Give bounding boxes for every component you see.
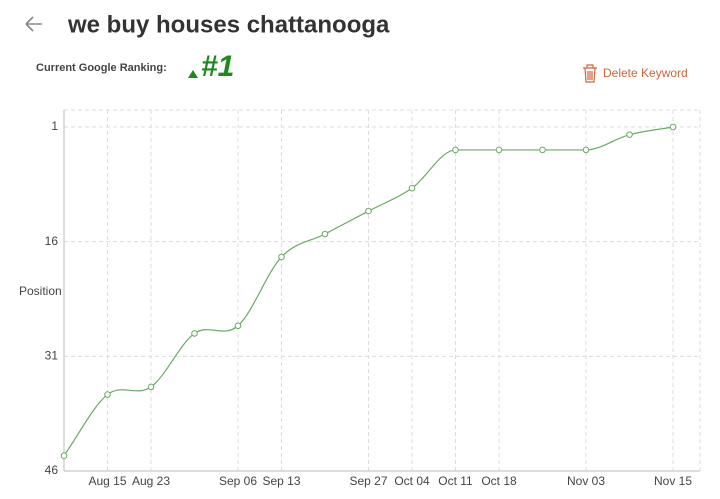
ranking-label: Current Google Ranking: (36, 62, 167, 74)
point (495, 146, 503, 154)
x-tick-label: Nov 03 (567, 474, 605, 488)
point (365, 207, 372, 215)
point (321, 230, 329, 238)
point (626, 131, 633, 138)
y-tick-label: 16 (45, 234, 59, 248)
point (278, 253, 285, 261)
delete-keyword-label[interactable]: Delete Keyword (603, 66, 688, 80)
y-tick-label: 31 (45, 349, 59, 363)
rank-up-icon (188, 70, 198, 78)
point (408, 184, 416, 192)
x-tick-label: Nov 15 (654, 474, 692, 488)
back-arrow[interactable] (25, 16, 42, 32)
point (582, 146, 590, 154)
point (60, 452, 68, 460)
ranking-value: #1 (201, 50, 234, 83)
rank-line (63, 126, 674, 457)
point (104, 391, 111, 398)
x-tick-label: Aug 23 (132, 474, 170, 488)
x-tick-label: Sep 27 (349, 474, 387, 488)
x-tick-label: Aug 15 (88, 474, 126, 488)
point (539, 146, 546, 154)
y-tick-label: 1 (51, 119, 58, 133)
point (234, 322, 242, 330)
x-tick-label: Oct 11 (438, 474, 473, 488)
point (147, 383, 155, 391)
point (669, 123, 677, 131)
y-tick-label: 46 (45, 463, 59, 477)
point (191, 330, 198, 337)
point (452, 146, 459, 154)
x-tick-label: Sep 06 (219, 474, 257, 488)
x-tick-label: Oct 18 (481, 474, 517, 488)
delete-keyword[interactable] (583, 64, 597, 83)
trash-icon[interactable] (583, 64, 597, 83)
x-tick-label: Oct 04 (394, 474, 430, 488)
x-tick-label: Sep 13 (262, 474, 300, 488)
y-axis-label: Position (19, 284, 62, 298)
keyword-title: we buy houses chattanooga (67, 11, 390, 38)
